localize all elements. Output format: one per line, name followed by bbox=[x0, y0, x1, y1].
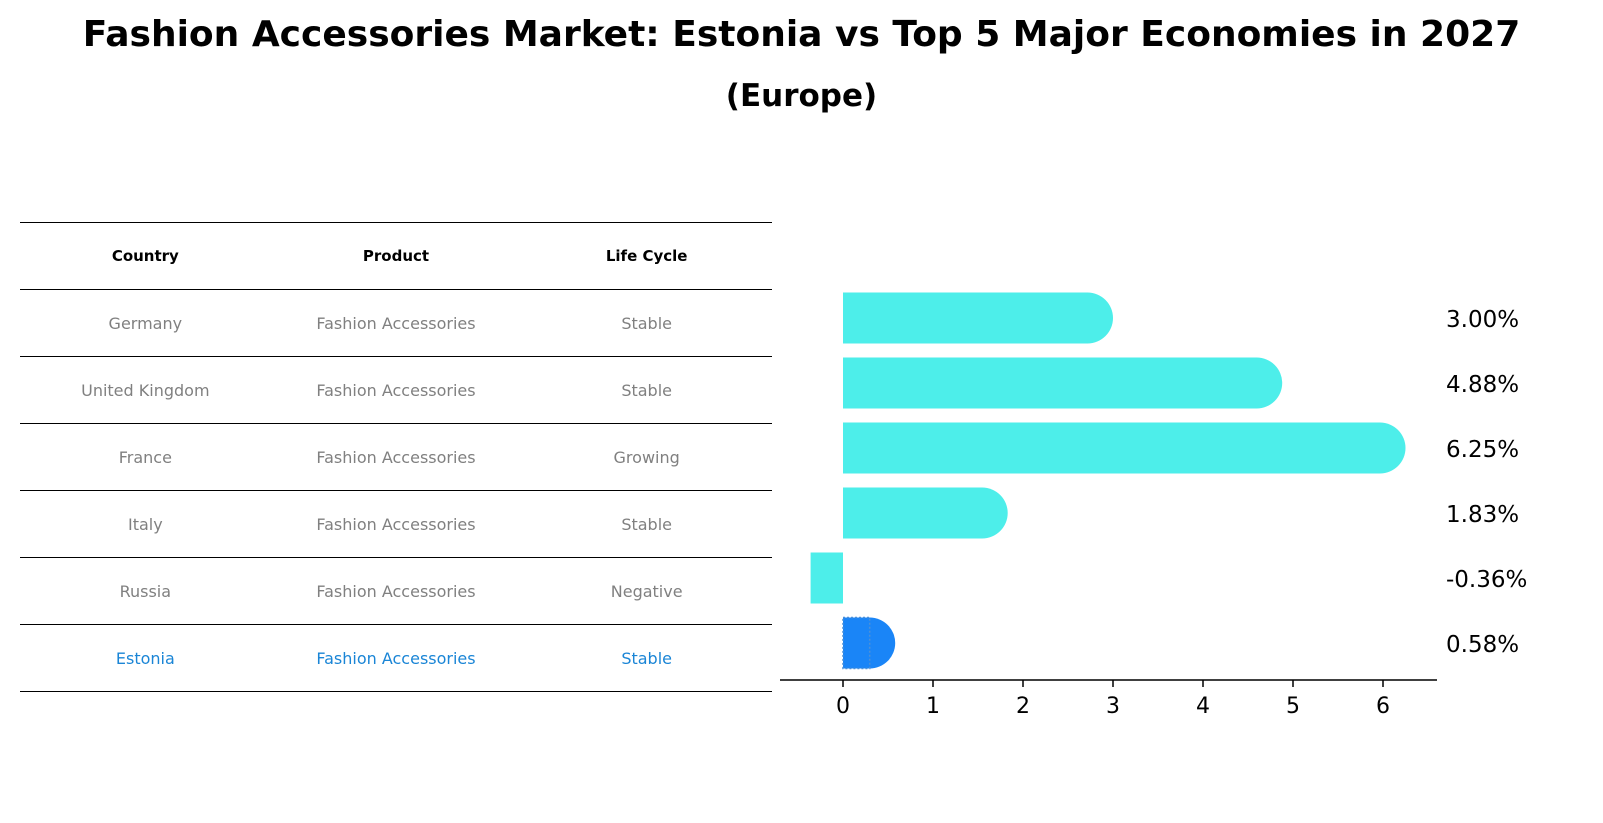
product-cell: Fashion Accessories bbox=[270, 423, 522, 491]
table-row: Italy Fashion Accessories Stable bbox=[20, 490, 772, 558]
table-row: Russia Fashion Accessories Negative bbox=[20, 557, 772, 625]
life-cycle-cell: Negative bbox=[521, 557, 772, 625]
country-cell: United Kingdom bbox=[20, 356, 271, 424]
x-tick-label: 1 bbox=[926, 694, 940, 719]
country-cell: Italy bbox=[20, 490, 271, 558]
table-body: Germany Fashion Accessories Stable United K… bbox=[20, 289, 772, 692]
product-cell: Fashion Accessories bbox=[270, 624, 522, 692]
country-table: Country Product Life Cycle Germany Fashio… bbox=[20, 222, 772, 692]
data-label: 3.00% bbox=[1446, 307, 1519, 333]
bar bbox=[810, 552, 843, 604]
x-tick-label: 4 bbox=[1196, 694, 1210, 719]
bar bbox=[843, 487, 1008, 539]
data-label: 6.25% bbox=[1446, 437, 1519, 463]
highlight-outline bbox=[842, 616, 871, 670]
x-tick-label: 3 bbox=[1106, 694, 1120, 719]
life-cycle-cell: Growing bbox=[521, 423, 772, 491]
bar bbox=[843, 422, 1406, 474]
header-country: Country bbox=[20, 222, 271, 290]
x-tick-label: 5 bbox=[1286, 694, 1300, 719]
table-row: France Fashion Accessories Growing bbox=[20, 423, 772, 491]
product-cell: Fashion Accessories bbox=[270, 289, 522, 357]
table-row: United Kingdom Fashion Accessories Stable bbox=[20, 356, 772, 424]
life-cycle-cell: Stable bbox=[521, 356, 772, 424]
x-tick-label: 2 bbox=[1016, 694, 1030, 719]
data-label: -0.36% bbox=[1446, 567, 1527, 593]
bar bbox=[843, 357, 1283, 409]
header-life-cycle: Life Cycle bbox=[521, 222, 772, 290]
data-label: 1.83% bbox=[1446, 502, 1519, 528]
growth-bar-chart: 3.00% 4.88% 6.25% 1.83% -0.36% 0.58% 0 1 2 3 4 5 6 bbox=[780, 292, 1527, 719]
life-cycle-cell: Stable bbox=[521, 490, 772, 558]
x-tick-label: 6 bbox=[1376, 694, 1390, 719]
data-label: 4.88% bbox=[1446, 372, 1519, 398]
table-row: Germany Fashion Accessories Stable bbox=[20, 289, 772, 357]
country-cell: France bbox=[20, 423, 271, 491]
x-tick-label: 0 bbox=[836, 694, 850, 719]
chart-subtitle: (Europe) bbox=[725, 78, 878, 114]
header-product: Product bbox=[270, 222, 522, 290]
life-cycle-cell: Stable bbox=[521, 289, 772, 357]
bar bbox=[843, 292, 1113, 344]
chart-title: Fashion Accessories Market: Estonia vs T… bbox=[82, 14, 1521, 55]
country-cell: Germany bbox=[20, 289, 271, 357]
life-cycle-cell: Stable bbox=[521, 624, 772, 692]
product-cell: Fashion Accessories bbox=[270, 557, 522, 625]
country-cell: Russia bbox=[20, 557, 271, 625]
product-cell: Fashion Accessories bbox=[270, 490, 522, 558]
data-label: 0.58% bbox=[1446, 632, 1519, 658]
product-cell: Fashion Accessories bbox=[270, 356, 522, 424]
country-cell: Estonia bbox=[20, 624, 271, 692]
table-row: Estonia Fashion Accessories Stable bbox=[20, 624, 772, 692]
table-header-row: Country Product Life Cycle bbox=[20, 222, 772, 290]
